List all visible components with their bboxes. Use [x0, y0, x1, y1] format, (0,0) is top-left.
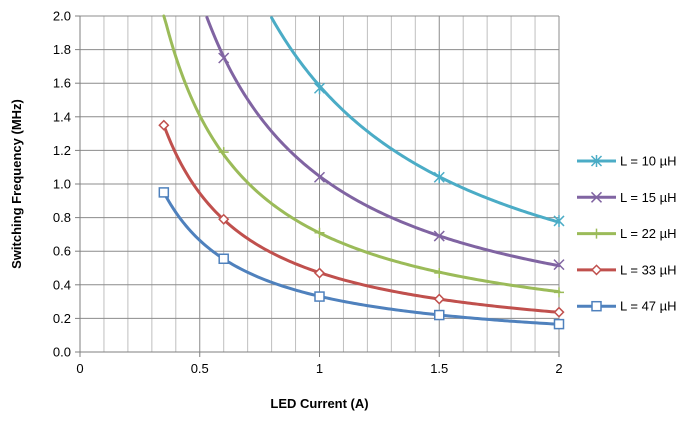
data-point-asterisk [313, 82, 326, 95]
data-point-square [158, 187, 170, 198]
series-line [162, 14, 561, 294]
series-line [205, 15, 561, 268]
data-point-asterisk [553, 214, 565, 227]
data-point-diamond [158, 119, 170, 131]
data-point-plus [218, 147, 229, 158]
data-point-x [218, 52, 230, 64]
y-tick-label: 2.0 [53, 9, 71, 24]
data-point-plus [314, 227, 325, 238]
y-tick-label: 1.6 [53, 76, 71, 91]
data-point-x [590, 191, 603, 203]
y-tick-label: 0.6 [53, 244, 71, 259]
data-point-x [433, 230, 445, 242]
x-tick-label: 2 [555, 361, 562, 376]
y-tick-label: 0.2 [53, 311, 71, 326]
y-axis-label: Switching Frequency (MHz) [9, 99, 24, 269]
data-point-square [553, 318, 565, 330]
series-0 [270, 16, 565, 227]
series-1 [205, 15, 565, 271]
series-line [162, 190, 561, 326]
y-tick-label: 0.8 [53, 210, 71, 225]
data-point-diamond [313, 267, 326, 279]
legend-item: L = 47 µH [577, 299, 677, 314]
legend-label: L = 33 µH [620, 262, 677, 277]
data-point-square [314, 291, 325, 302]
legend: L = 10 µH L = 15 µH L = 22 µH L = 33 µH L = … [577, 154, 677, 314]
legend-label: L = 47 µH [620, 299, 677, 314]
legend-label: L = 15 µH [620, 190, 677, 205]
data-point-diamond [590, 264, 603, 276]
legend-item: L = 22 µH [577, 226, 677, 241]
y-tick-label: 1.0 [53, 177, 71, 192]
data-point-diamond [218, 213, 230, 225]
data-point-square [218, 253, 229, 265]
legend-item: L = 33 µH [577, 262, 677, 277]
y-tick-label: 0.4 [53, 277, 71, 292]
series-2 [162, 14, 564, 298]
x-tick-label: 1 [316, 361, 323, 376]
x-tick-label: 0.5 [191, 361, 209, 376]
data-point-plus [591, 228, 602, 239]
data-point-diamond [553, 306, 565, 318]
series-4 [158, 187, 565, 330]
data-point-square [591, 300, 602, 312]
data-point-x [553, 259, 565, 271]
y-tick-label: 0.0 [53, 345, 71, 360]
series-group [158, 14, 565, 330]
data-point-asterisk [433, 171, 445, 184]
y-tick-label: 1.2 [53, 143, 71, 158]
y-tick-label: 1.4 [53, 109, 71, 124]
data-point-asterisk [590, 155, 603, 167]
axes: 0.0 0.2 0.4 0.6 0.8 1.0 1.2 1.4 1.6 1.8 2.0 0 0.5 1 1.… [53, 9, 563, 377]
data-point-plus [554, 287, 564, 298]
legend-item: L = 10 µH [577, 154, 677, 169]
data-point-diamond [433, 293, 445, 305]
data-point-x [313, 171, 326, 183]
data-point-square [434, 309, 445, 321]
x-axis-label: LED Current (A) [270, 396, 368, 411]
series-line [162, 123, 561, 314]
series-3 [158, 119, 565, 318]
data-point-plus [434, 268, 445, 279]
legend-label: L = 22 µH [620, 226, 677, 241]
x-tick-label: 1.5 [430, 361, 448, 376]
legend-label: L = 10 µH [620, 154, 677, 169]
x-tick-label: 0 [76, 361, 83, 376]
y-tick-label: 1.8 [53, 42, 71, 57]
legend-item: L = 15 µH [577, 190, 677, 205]
